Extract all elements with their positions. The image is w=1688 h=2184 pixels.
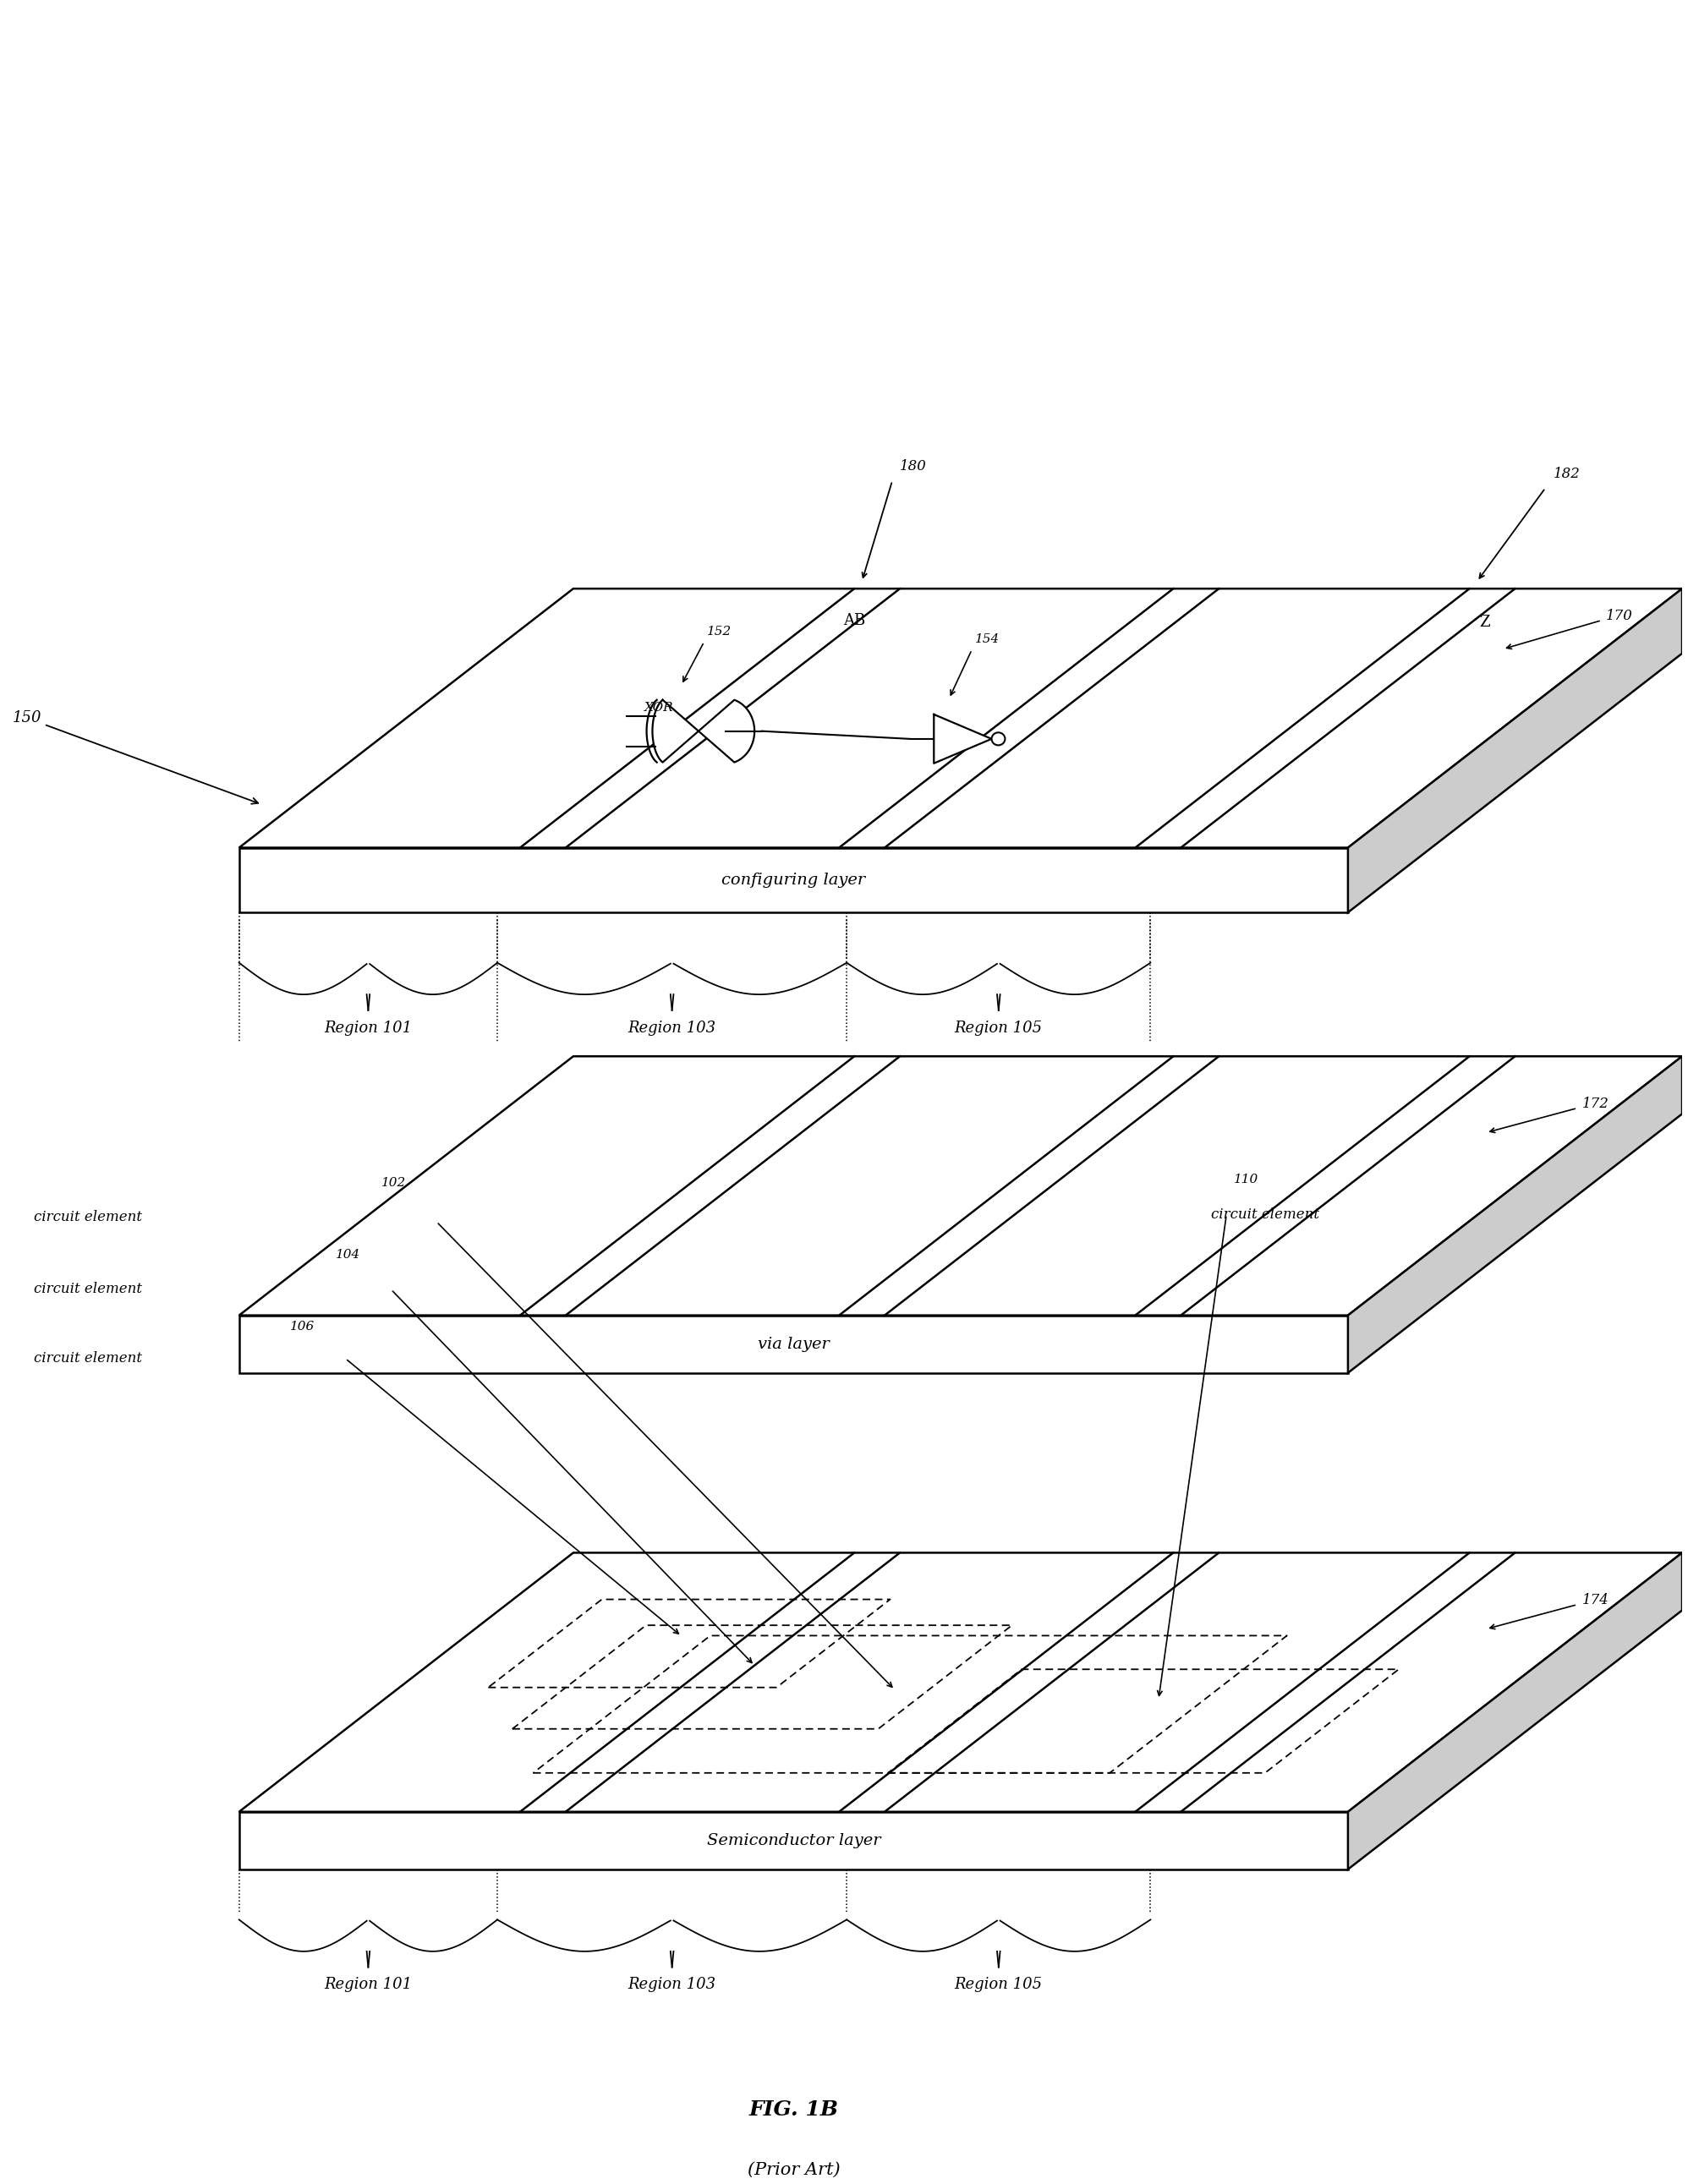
Text: Region 105: Region 105 bbox=[954, 1020, 1043, 1035]
Text: configuring layer: configuring layer bbox=[721, 871, 866, 887]
Text: 110: 110 bbox=[1234, 1175, 1259, 1186]
Text: Region 103: Region 103 bbox=[628, 1020, 716, 1035]
Text: AB: AB bbox=[844, 614, 866, 629]
Text: Z: Z bbox=[1479, 614, 1491, 629]
Text: Region 103: Region 103 bbox=[628, 1977, 716, 1992]
Polygon shape bbox=[1349, 590, 1683, 913]
Text: 172: 172 bbox=[1582, 1096, 1609, 1112]
Text: 106: 106 bbox=[290, 1321, 316, 1332]
Circle shape bbox=[991, 732, 1004, 745]
Text: Region 101: Region 101 bbox=[324, 1020, 412, 1035]
Polygon shape bbox=[1349, 1057, 1683, 1374]
Text: 182: 182 bbox=[1553, 467, 1580, 480]
Text: 104: 104 bbox=[336, 1249, 361, 1260]
Polygon shape bbox=[240, 590, 1683, 847]
Polygon shape bbox=[240, 1553, 1683, 1813]
Text: circuit element: circuit element bbox=[34, 1352, 142, 1365]
Text: Region 105: Region 105 bbox=[954, 1977, 1043, 1992]
Text: (Prior Art): (Prior Art) bbox=[748, 2162, 841, 2177]
Polygon shape bbox=[653, 699, 755, 762]
Polygon shape bbox=[240, 1057, 1683, 1315]
Text: XOR: XOR bbox=[645, 701, 674, 714]
Text: circuit element: circuit element bbox=[34, 1282, 142, 1297]
Text: 180: 180 bbox=[900, 459, 927, 474]
Text: circuit element: circuit element bbox=[1212, 1208, 1320, 1221]
Text: 152: 152 bbox=[707, 627, 733, 638]
Polygon shape bbox=[240, 1315, 1349, 1374]
Text: FIG. 1B: FIG. 1B bbox=[749, 2099, 839, 2121]
Polygon shape bbox=[240, 847, 1349, 913]
Text: 170: 170 bbox=[1607, 609, 1632, 622]
Text: 154: 154 bbox=[976, 633, 999, 644]
Text: 150: 150 bbox=[12, 710, 258, 804]
Polygon shape bbox=[1349, 1553, 1683, 1870]
Polygon shape bbox=[933, 714, 991, 764]
Text: circuit element: circuit element bbox=[34, 1210, 142, 1225]
Text: 174: 174 bbox=[1582, 1592, 1609, 1607]
Polygon shape bbox=[240, 1813, 1349, 1870]
Text: 102: 102 bbox=[381, 1177, 407, 1188]
Text: Region 101: Region 101 bbox=[324, 1977, 412, 1992]
Text: Semiconductor layer: Semiconductor layer bbox=[707, 1832, 881, 1848]
Text: via layer: via layer bbox=[758, 1337, 829, 1352]
